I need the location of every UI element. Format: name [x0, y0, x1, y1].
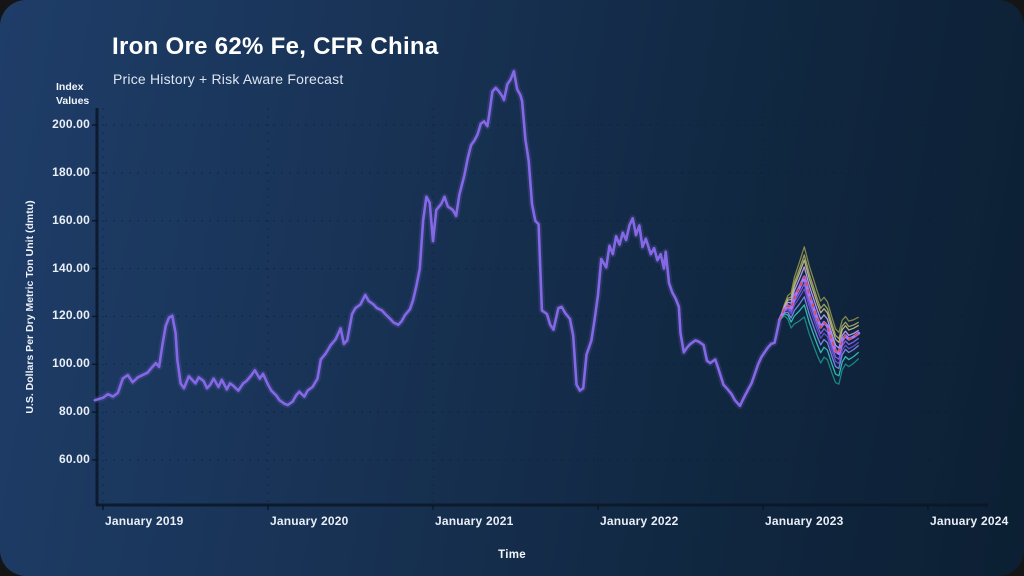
x-tick-label: January 2022 — [600, 514, 679, 528]
forecast-fan-line — [778, 259, 860, 344]
y-tick-label: 200.00 — [52, 117, 90, 131]
forecast-fan-line — [779, 304, 860, 377]
y-tick-label: 140.00 — [52, 260, 90, 275]
y-tick-label: 60.00 — [58, 452, 90, 466]
chart-subtitle: Price History + Risk Aware Forecast — [113, 71, 344, 87]
y-tick-label: 120.00 — [52, 308, 90, 323]
forecast-fan-line — [778, 266, 860, 349]
forecast-median-dashes — [778, 276, 860, 355]
y-axis-top-label: Index Values — [56, 81, 90, 108]
forecast-fan-line — [778, 254, 860, 340]
forecast-fan-line — [779, 315, 860, 385]
y-tick-label: 100.00 — [52, 356, 90, 371]
x-tick-label: January 2024 — [930, 514, 1009, 528]
x-tick-label: January 2023 — [765, 514, 844, 528]
x-axis-title: Time — [498, 549, 526, 561]
chart-title: Iron Ore 62% Fe, CFR China — [112, 33, 439, 60]
y-tick-label: 180.00 — [52, 164, 90, 179]
forecast-fan-line — [778, 288, 860, 365]
history-line-glow — [93, 67, 783, 410]
y-tick-label: 80.00 — [58, 404, 90, 419]
forecast-fan-line — [778, 246, 859, 334]
x-tick-label: January 2019 — [105, 514, 184, 528]
price-history-line — [93, 69, 781, 408]
y-tick-label: 160.00 — [52, 212, 90, 227]
forecast-fan-line — [778, 296, 860, 370]
x-tick-label: January 2021 — [435, 514, 514, 528]
x-tick-label: January 2020 — [270, 514, 349, 528]
